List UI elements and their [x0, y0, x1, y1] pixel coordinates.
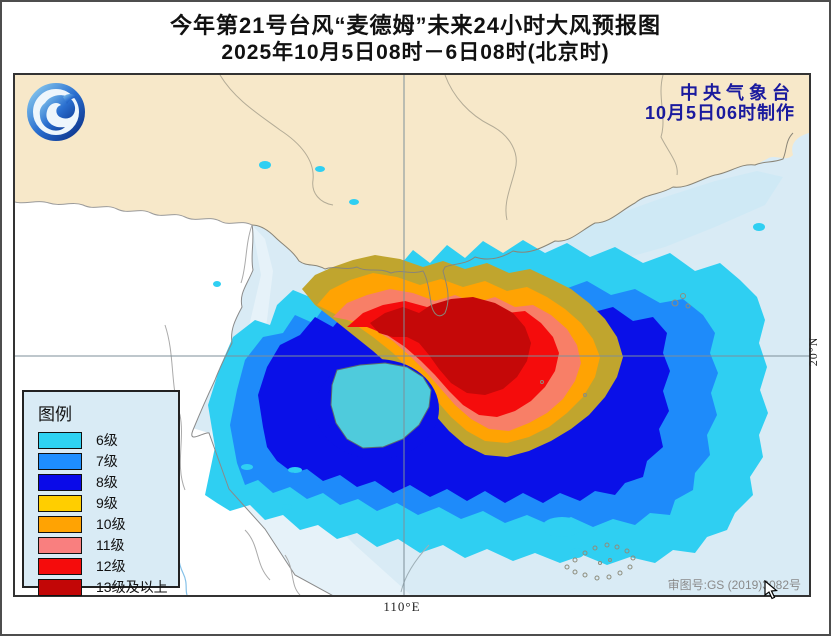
forecast-map: 中央气象台 10月5日06时制作 图例 6级 7级 8级 9级: [13, 73, 811, 597]
map-subtitle: 2025年10月5日08时－6日08时(北京时): [221, 41, 610, 64]
legend-item: 7级: [38, 452, 178, 470]
islet-cluster-xisha: [540, 293, 691, 397]
legend-label: 10级: [96, 516, 126, 532]
sea-coast-band-ne: [560, 171, 783, 261]
legend-swatch: [38, 536, 82, 554]
china-coastline: [251, 132, 794, 317]
land-china: [15, 75, 809, 316]
legend-item: 12级: [38, 557, 178, 575]
province-borders: [219, 75, 678, 221]
wind-zone-13: [370, 297, 531, 395]
wind-zone-6-specks: [213, 161, 765, 558]
legend-label: 6级: [96, 432, 118, 448]
map-title: 今年第21号台风“麦德姆”未来24小时大风预报图: [170, 13, 661, 38]
longitude-tick-label: 110°E: [383, 599, 421, 614]
hainan-island: [330, 362, 432, 449]
map-license-number: 审图号:GS (2019)3082号: [667, 578, 801, 592]
legend-item: 8级: [38, 473, 178, 491]
legend-label: 7级: [96, 453, 118, 469]
legend-item: 10级: [38, 515, 178, 533]
offshore-line: [400, 544, 430, 593]
vietnam-coastline: [191, 224, 333, 595]
legend-label: 12级: [96, 558, 126, 574]
latitude-tick-label: 20°N: [806, 336, 821, 367]
legend-label: 13级及以上: [96, 579, 168, 595]
legend-swatch: [38, 452, 82, 470]
mouse-cursor-icon: [764, 580, 778, 600]
china-vietnam-border: [15, 201, 253, 226]
cma-logo-icon: [27, 83, 85, 141]
legend-swatch: [38, 431, 82, 449]
legend-swatch: [38, 494, 82, 512]
legend: 图例 6级 7级 8级 9级 10级 11: [22, 390, 180, 596]
legend-item: 13级及以上: [38, 578, 178, 596]
legend-swatch: [38, 473, 82, 491]
legend-label: 11级: [96, 537, 125, 553]
legend-label: 8级: [96, 474, 118, 490]
legend-swatch: [38, 578, 82, 596]
legend-title: 图例: [38, 405, 72, 424]
legend-item: 6级: [38, 431, 178, 449]
islet-cluster-zhongsha: [564, 542, 636, 581]
legend-item: 9级: [38, 494, 178, 512]
issued-time: 10月5日06时制作: [644, 103, 795, 123]
agency-name: 中央气象台: [680, 83, 795, 103]
legend-swatch: [38, 557, 82, 575]
legend-item: 11级: [38, 536, 178, 554]
legend-swatch: [38, 515, 82, 533]
legend-label: 9级: [96, 495, 118, 511]
agency-block: 中央气象台 10月5日06时制作: [645, 83, 795, 123]
